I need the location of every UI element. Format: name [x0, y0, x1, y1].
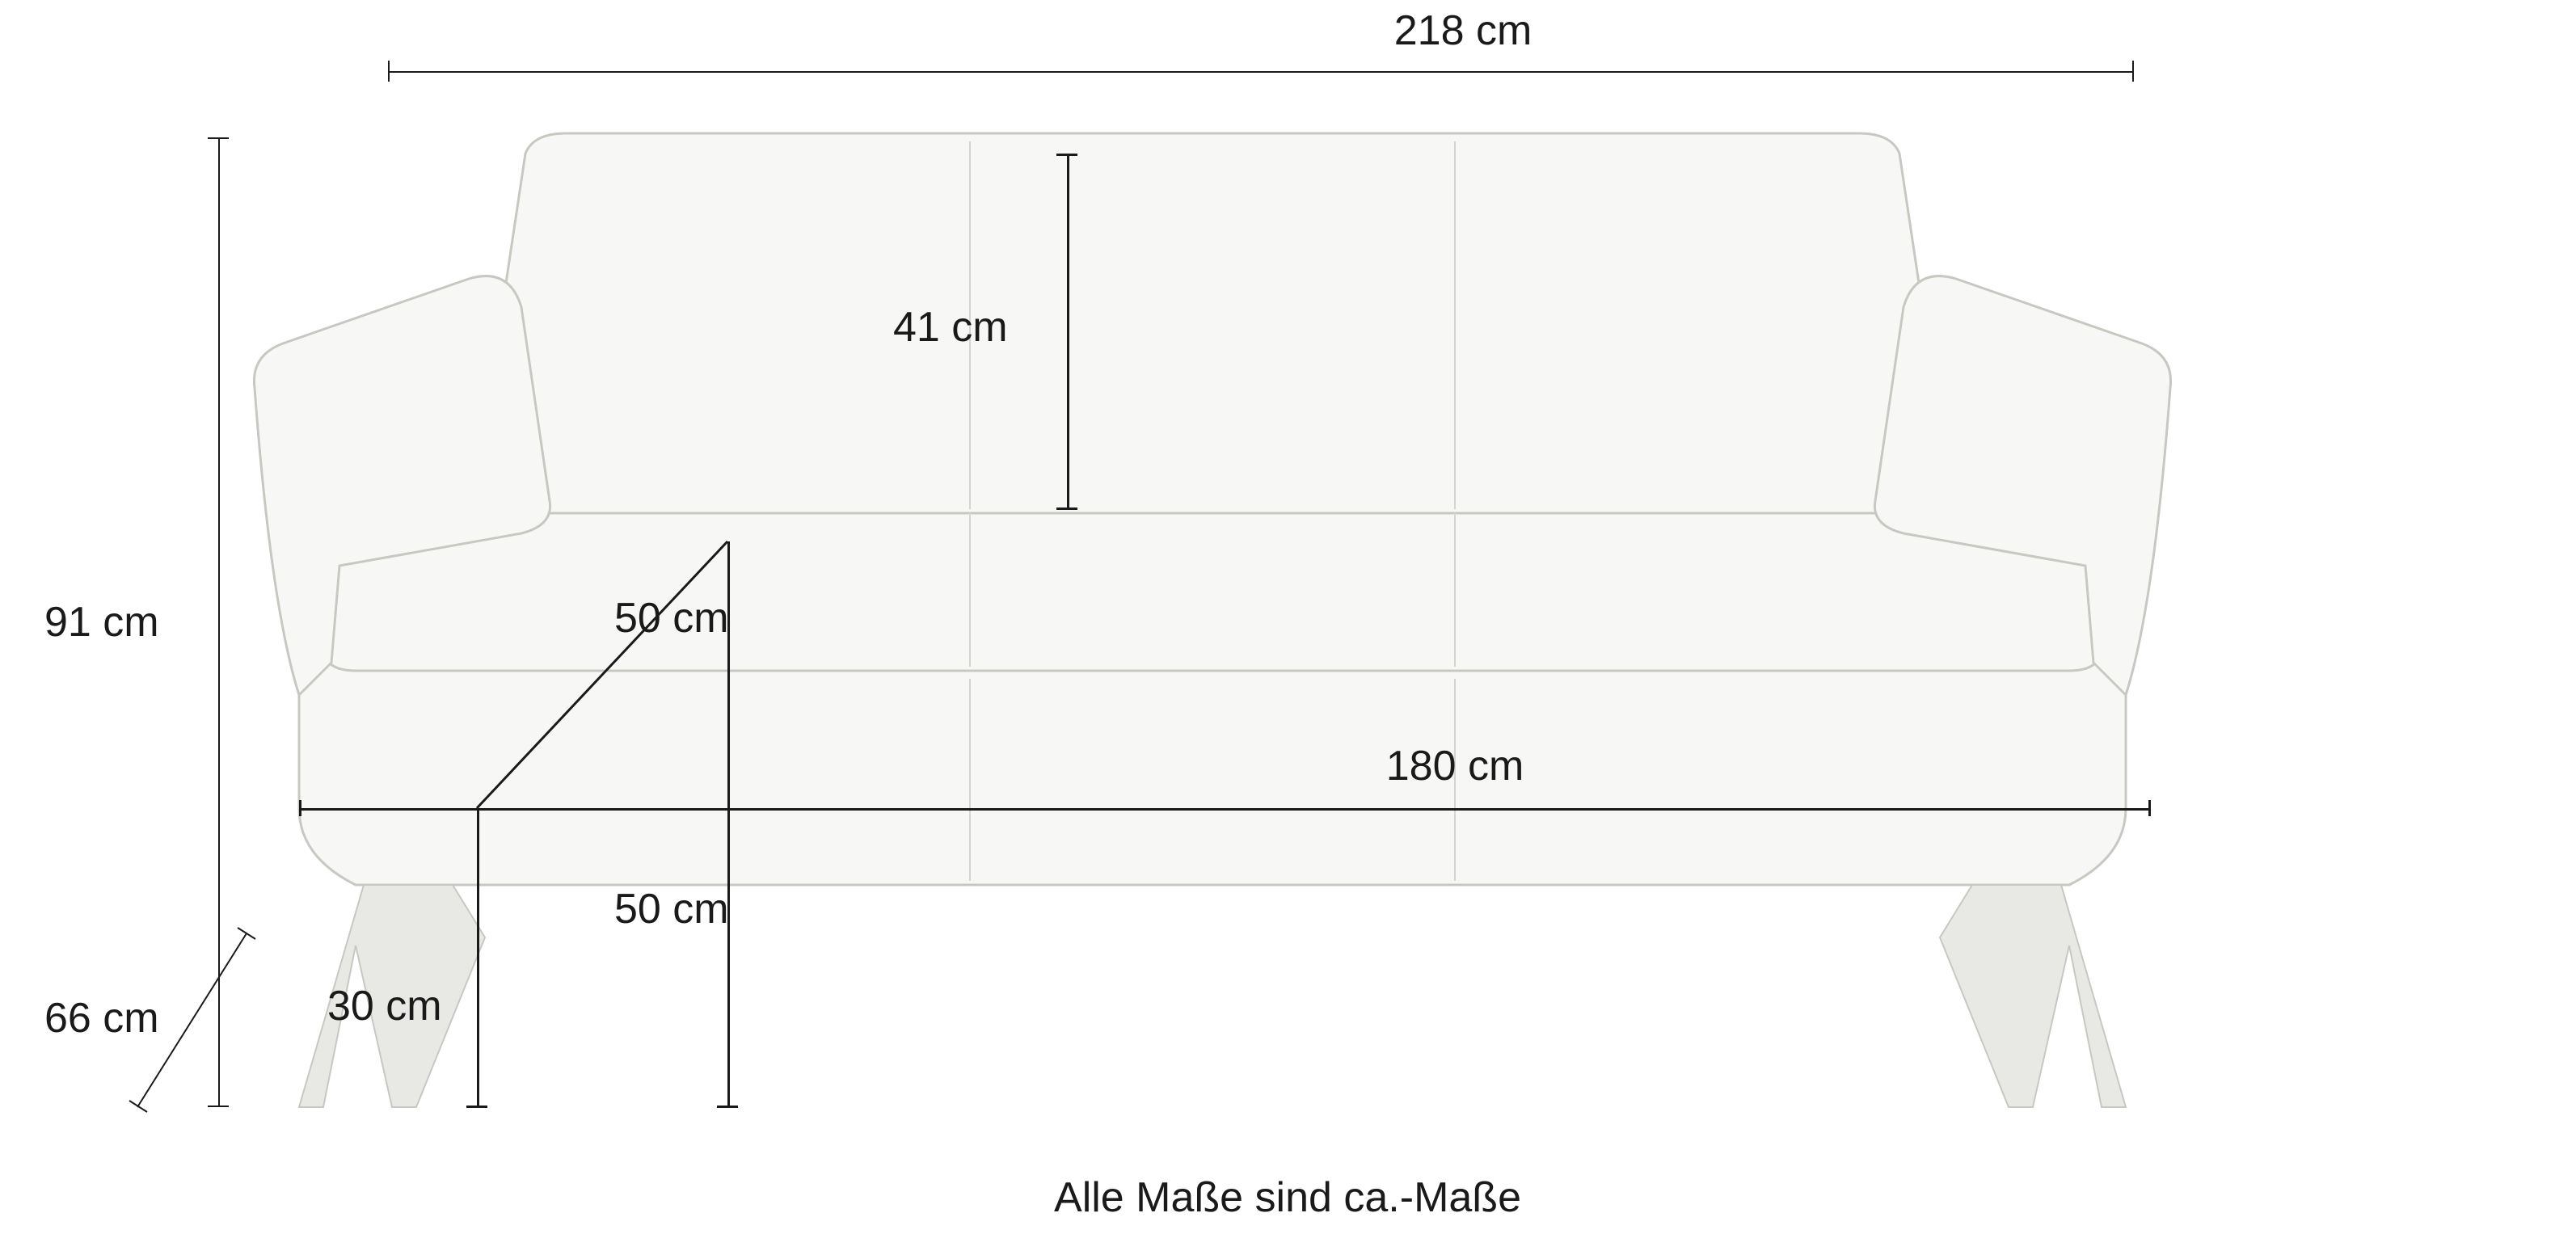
dim-height-tick-t [208, 137, 229, 139]
dim-height-label: 91 cm [44, 598, 159, 646]
dim-seatwidth-label: 180 cm [1386, 742, 1524, 790]
dim-back-tick-t [1056, 154, 1077, 156]
sofa-drawing [242, 129, 2182, 1123]
dim-top-line [388, 71, 2134, 73]
dim-seatwidth-tick-r [2148, 800, 2151, 816]
dim-height-tick-b [208, 1106, 229, 1107]
dim-leg-tick-b [466, 1106, 487, 1108]
dim-leg-label: 30 cm [327, 982, 442, 1030]
dim-top-tick-r [2132, 61, 2134, 82]
dim-top-label: 218 cm [1394, 6, 1533, 55]
dim-seatheight-line [727, 541, 730, 1107]
dim-back-label: 41 cm [893, 303, 1008, 352]
dim-depth-label: 66 cm [44, 994, 159, 1042]
dim-seatdepth-label: 50 cm [614, 594, 729, 642]
caption: Alle Maße sind ca.-Maße [1054, 1173, 1521, 1222]
diagram-stage: 218 cm 91 cm 66 cm 41 cm 50 cm 50 cm 30 … [0, 0, 2576, 1234]
dim-seatwidth-line [299, 808, 2150, 811]
dim-leg-line [477, 808, 479, 1107]
dim-seatheight-tick-b [717, 1106, 738, 1108]
dim-back-line [1067, 154, 1069, 509]
dim-top-tick-l [388, 61, 390, 82]
dim-height-line [218, 137, 220, 1107]
dim-seatwidth-tick-l [299, 800, 301, 816]
dim-seatheight-label: 50 cm [614, 885, 729, 933]
dim-back-tick-b [1056, 507, 1077, 510]
